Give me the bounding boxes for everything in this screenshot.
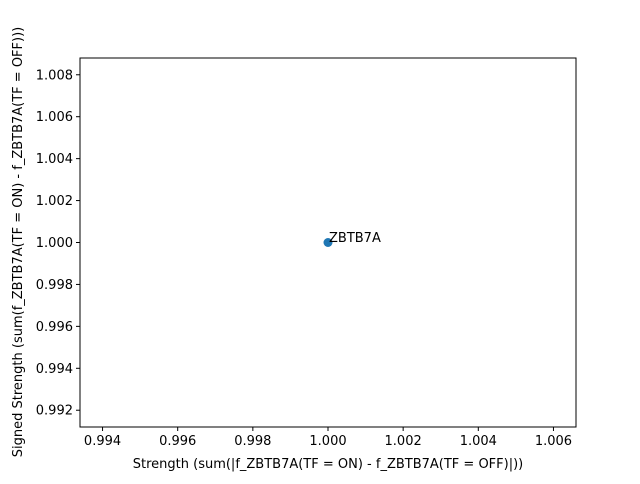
x-tick-label: 0.994 (84, 434, 121, 449)
y-axis-label: Signed Strength (sum(f_ZBTB7A(TF = ON) -… (11, 27, 26, 457)
y-tick-label: 0.994 (36, 362, 73, 377)
data-point-label: ZBTB7A (329, 231, 381, 246)
y-axis-ticks: 0.992 0.994 0.996 0.998 1.000 1.002 1.004 1.006… (36, 68, 80, 419)
y-tick-label: 1.006 (36, 110, 73, 125)
x-axis-label: Strength (sum(|f_ZBTB7A(TF = ON) - f_ZBT… (133, 457, 523, 472)
y-tick-label: 1.002 (36, 194, 73, 209)
x-tick-label: 1.000 (309, 434, 346, 449)
y-tick-label: 0.998 (36, 278, 73, 293)
y-tick-label: 0.996 (36, 320, 73, 335)
x-tick-label: 0.998 (234, 434, 271, 449)
y-tick-label: 0.992 (36, 404, 73, 419)
x-tick-label: 1.004 (460, 434, 497, 449)
data-points: ZBTB7A (323, 231, 381, 247)
y-tick-label: 1.008 (36, 68, 73, 83)
data-point-marker (323, 238, 333, 247)
x-tick-label: 1.002 (385, 434, 422, 449)
y-tick-label: 1.004 (36, 152, 73, 167)
plot-area-frame (79, 57, 577, 428)
x-tick-label: 1.006 (535, 434, 572, 449)
x-axis-ticks: 0.994 0.996 0.998 1.000 1.002 1.004 1.006 (84, 427, 572, 449)
x-tick-label: 0.996 (159, 434, 196, 449)
y-tick-label: 1.000 (36, 236, 73, 251)
